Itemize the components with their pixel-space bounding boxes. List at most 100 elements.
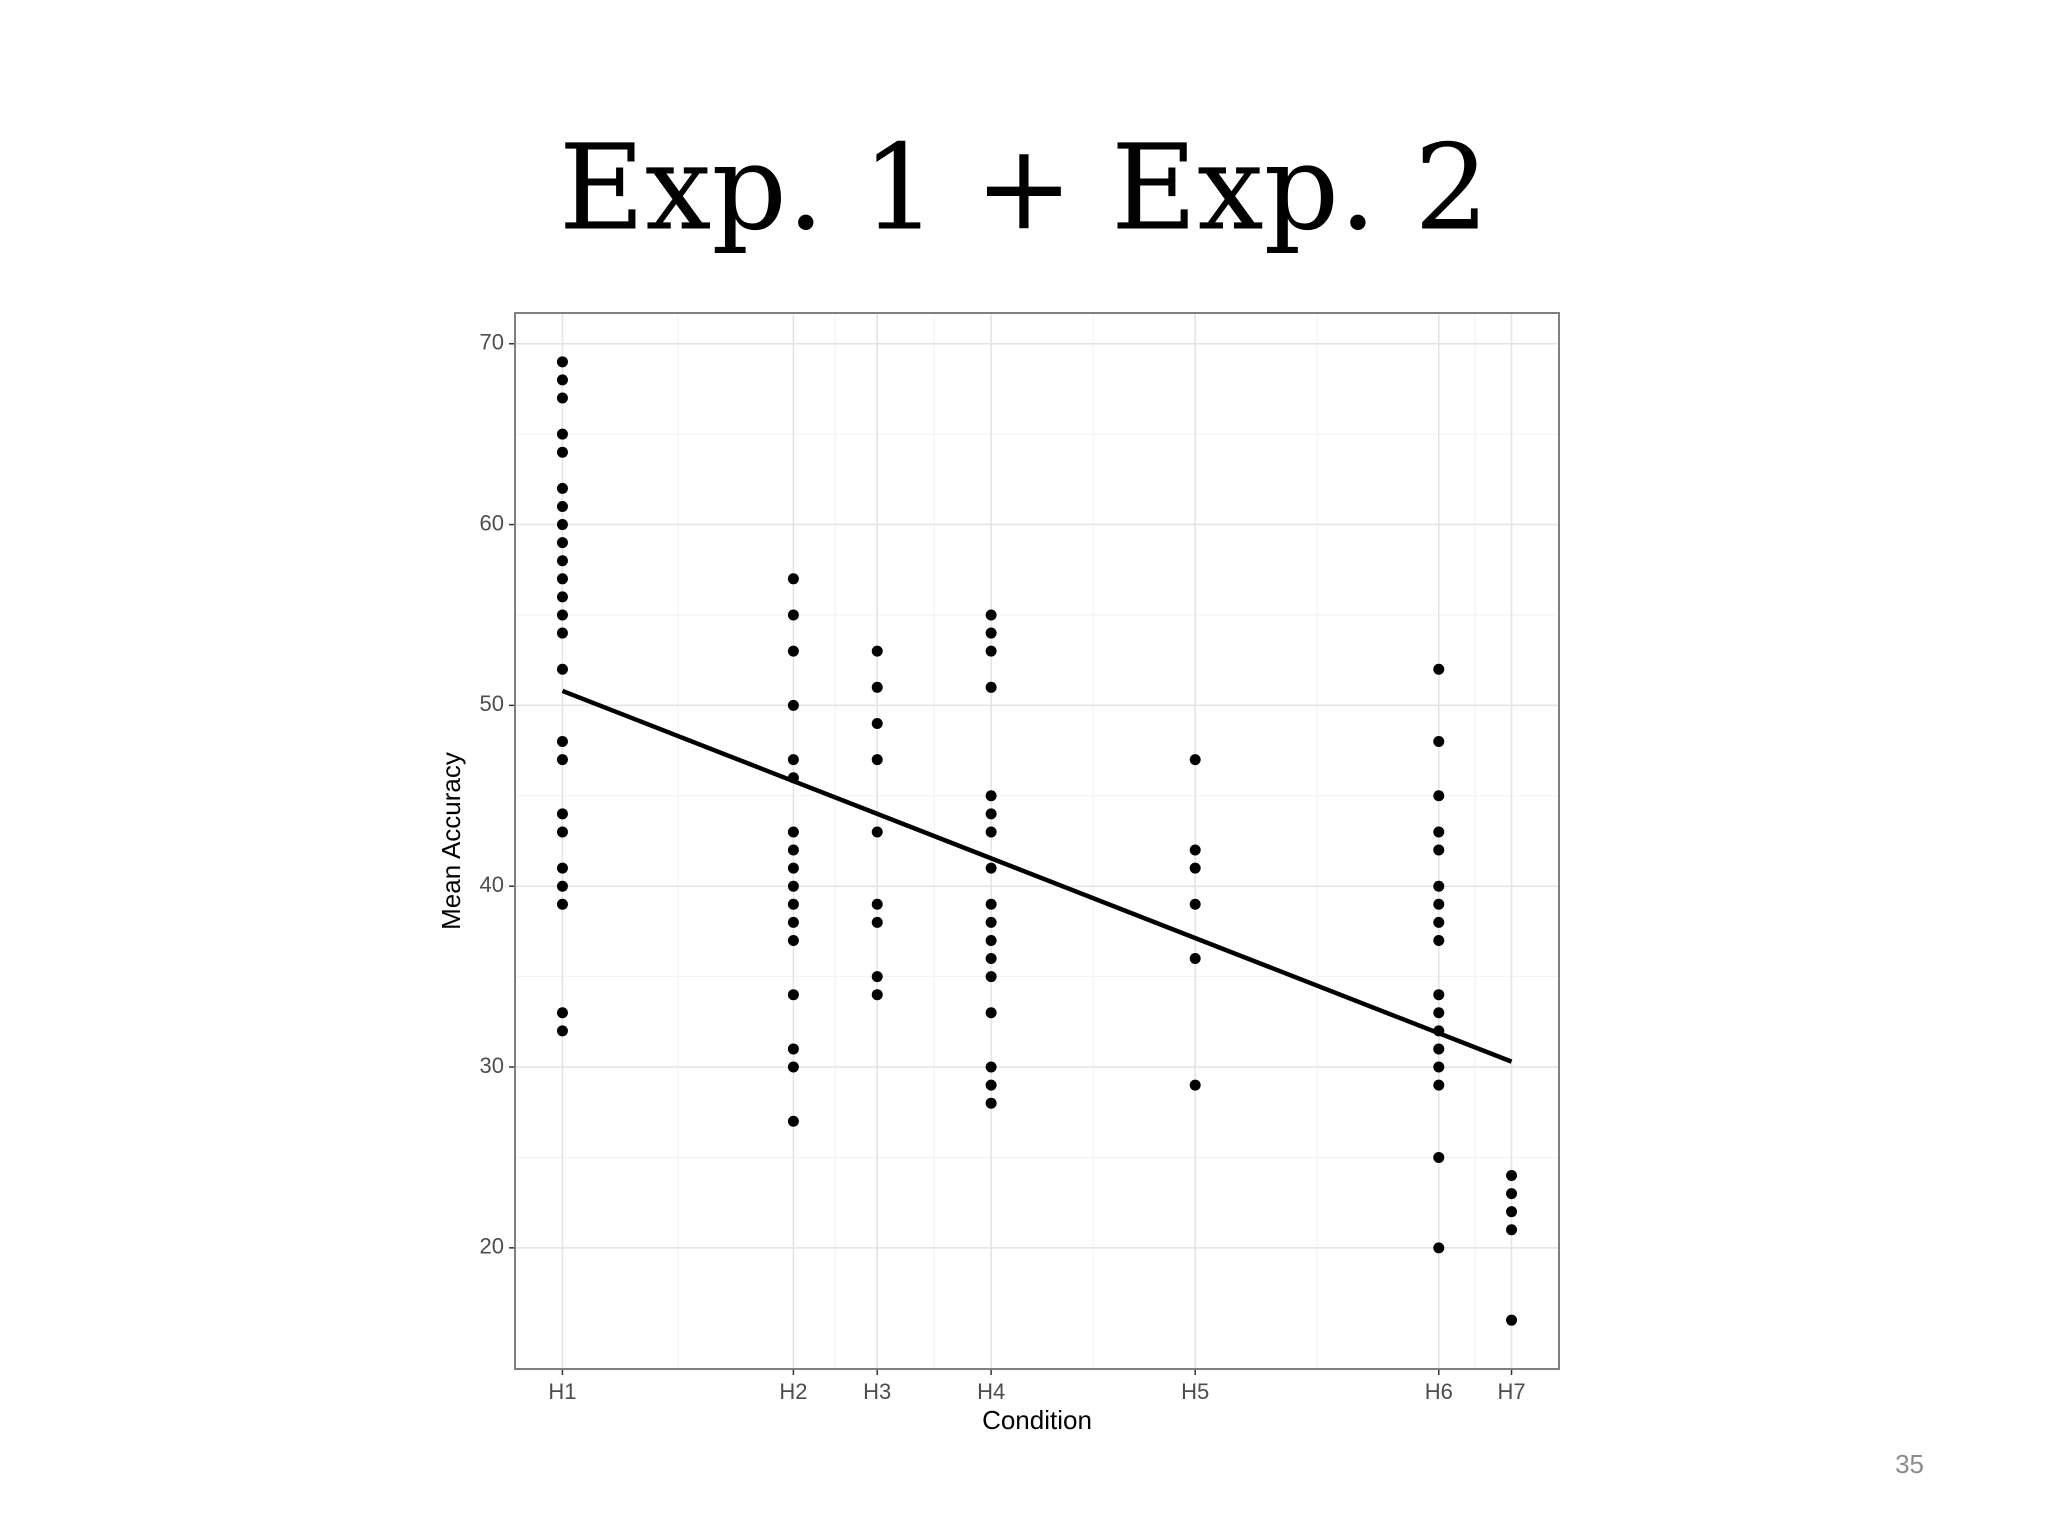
x-tick-label: H7 xyxy=(1497,1379,1525,1404)
data-point xyxy=(985,1097,997,1109)
data-point xyxy=(871,717,883,729)
data-point xyxy=(787,1115,799,1127)
data-point xyxy=(787,609,799,621)
data-point xyxy=(1433,844,1445,856)
x-tick-label: H4 xyxy=(977,1379,1005,1404)
data-point xyxy=(556,428,568,440)
data-point xyxy=(556,1025,568,1037)
data-point xyxy=(1433,1079,1445,1091)
data-point xyxy=(787,1043,799,1055)
data-point xyxy=(787,916,799,928)
y-tick-label: 20 xyxy=(480,1234,504,1259)
data-point xyxy=(871,898,883,910)
data-point xyxy=(556,898,568,910)
data-point xyxy=(1433,736,1445,748)
data-point xyxy=(787,862,799,874)
data-point xyxy=(985,971,997,983)
data-point xyxy=(1433,1043,1445,1055)
data-point xyxy=(787,989,799,1001)
data-point xyxy=(1433,663,1445,675)
data-point xyxy=(556,537,568,549)
data-point xyxy=(985,862,997,874)
data-point xyxy=(787,844,799,856)
data-point xyxy=(556,591,568,603)
data-point xyxy=(556,880,568,892)
data-point xyxy=(985,627,997,639)
data-point xyxy=(556,862,568,874)
data-point xyxy=(1506,1188,1518,1200)
data-point xyxy=(985,609,997,621)
data-point xyxy=(1433,989,1445,1001)
data-point xyxy=(787,645,799,657)
data-point xyxy=(787,880,799,892)
data-point xyxy=(1189,898,1201,910)
data-point xyxy=(1433,1007,1445,1019)
data-point xyxy=(985,916,997,928)
x-tick-label: H3 xyxy=(863,1379,891,1404)
data-point xyxy=(1433,880,1445,892)
y-axis-label: Mean Accuracy xyxy=(436,752,466,930)
trend-line xyxy=(561,688,1513,1064)
data-point xyxy=(1189,1079,1201,1091)
data-point xyxy=(556,609,568,621)
page-number: 35 xyxy=(1895,1449,1924,1479)
data-point xyxy=(787,1061,799,1073)
data-point xyxy=(1189,754,1201,766)
data-point xyxy=(1189,844,1201,856)
data-point xyxy=(985,1061,997,1073)
x-tick-label: H5 xyxy=(1181,1379,1209,1404)
data-point xyxy=(556,356,568,368)
data-point xyxy=(787,934,799,946)
data-point xyxy=(985,808,997,820)
data-point xyxy=(556,519,568,531)
y-tick-label: 60 xyxy=(480,510,504,535)
data-point xyxy=(985,826,997,838)
data-point xyxy=(871,826,883,838)
data-point xyxy=(556,826,568,838)
data-point xyxy=(1506,1314,1518,1326)
data-point xyxy=(556,1007,568,1019)
data-point xyxy=(787,699,799,711)
data-point xyxy=(985,898,997,910)
x-axis-label: Condition xyxy=(982,1405,1092,1435)
data-point xyxy=(985,790,997,802)
data-point xyxy=(556,555,568,567)
data-point xyxy=(985,681,997,693)
data-point xyxy=(556,808,568,820)
data-point xyxy=(787,573,799,585)
data-point xyxy=(985,1007,997,1019)
data-point xyxy=(1433,898,1445,910)
data-point xyxy=(556,374,568,386)
x-tick-label: H6 xyxy=(1425,1379,1453,1404)
data-point xyxy=(556,573,568,585)
data-point xyxy=(556,392,568,404)
data-point xyxy=(556,663,568,675)
data-point xyxy=(871,754,883,766)
data-point xyxy=(556,754,568,766)
data-point xyxy=(787,826,799,838)
data-point xyxy=(556,482,568,494)
plot-panel xyxy=(515,313,1559,1369)
data-point xyxy=(1506,1206,1518,1218)
data-point xyxy=(1189,862,1201,874)
data-point xyxy=(1433,934,1445,946)
y-tick-label: 70 xyxy=(480,330,504,355)
data-point xyxy=(871,681,883,693)
y-tick-label: 30 xyxy=(480,1053,504,1078)
data-point xyxy=(871,916,883,928)
slide-title: Exp. 1 + Exp. 2 xyxy=(559,119,1490,257)
data-point xyxy=(787,754,799,766)
data-point xyxy=(871,989,883,1001)
data-point xyxy=(985,934,997,946)
x-tick-label: H2 xyxy=(779,1379,807,1404)
data-point xyxy=(1433,826,1445,838)
data-point xyxy=(1506,1170,1518,1182)
x-tick-label: H1 xyxy=(548,1379,576,1404)
plot-border xyxy=(514,312,1560,1370)
data-point xyxy=(1433,1061,1445,1073)
data-point xyxy=(985,1079,997,1091)
data-point xyxy=(556,736,568,748)
data-point xyxy=(1433,790,1445,802)
